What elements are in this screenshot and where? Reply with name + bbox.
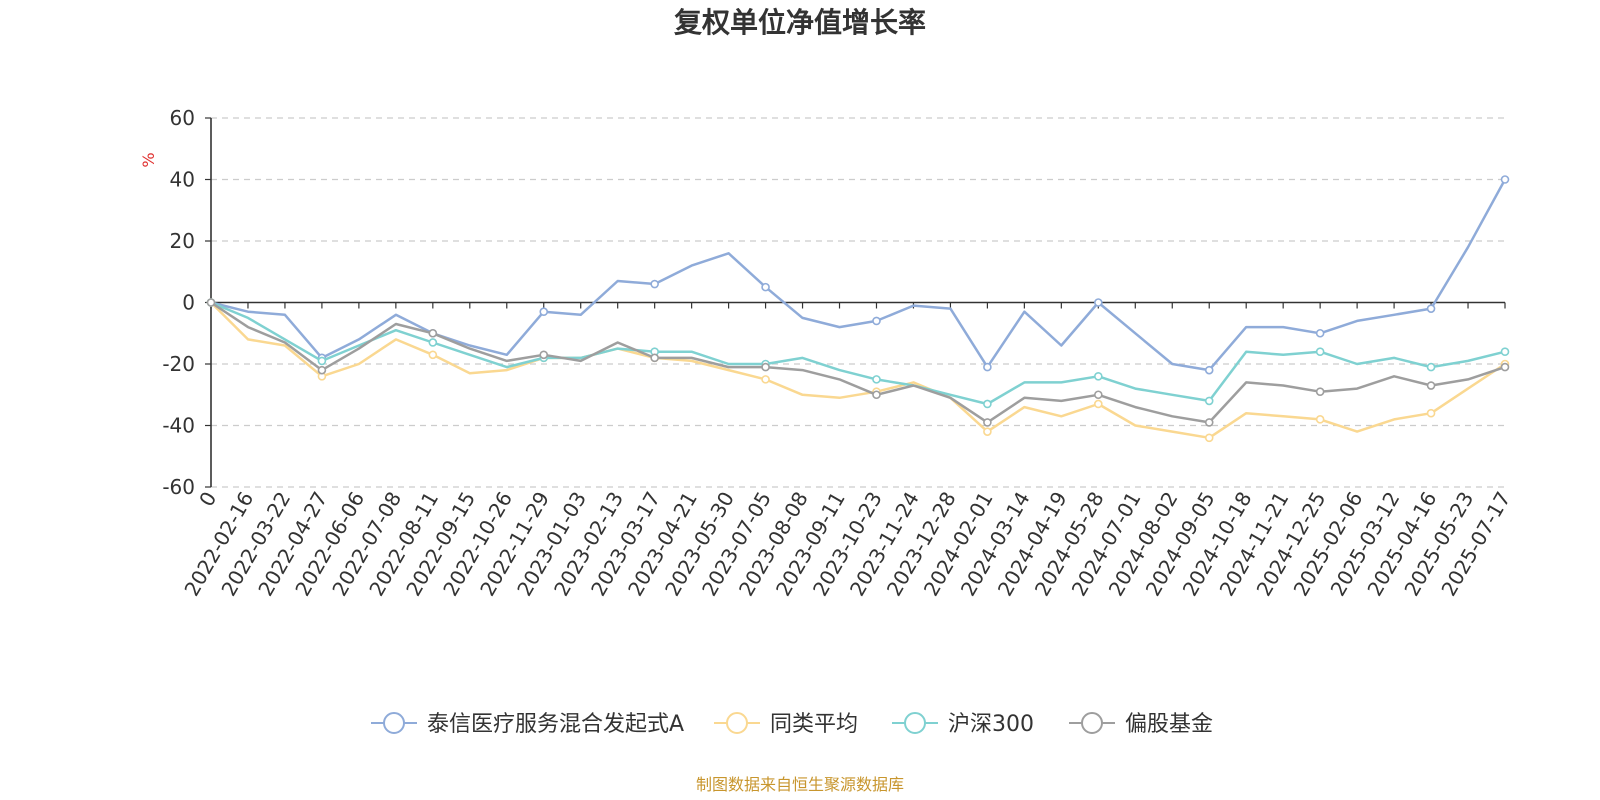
legend-item-1[interactable]: 同类平均 (714, 712, 858, 737)
data-point[interactable] (317, 365, 327, 375)
data-point[interactable] (872, 316, 881, 326)
legend-item-2[interactable]: 沪深300 (892, 712, 1034, 737)
y-tick-label: 0 (182, 291, 195, 315)
series-lines (206, 175, 1510, 443)
data-point[interactable] (1204, 396, 1214, 406)
data-point[interactable] (1094, 298, 1103, 307)
data-point[interactable] (1315, 347, 1325, 357)
data-point[interactable] (983, 362, 992, 372)
y-tick-label: -60 (162, 475, 195, 499)
data-point[interactable] (1204, 365, 1214, 375)
legend-label: 偏股基金 (1125, 712, 1213, 737)
y-tick-label: 20 (170, 229, 195, 253)
data-point[interactable] (1094, 399, 1103, 409)
data-point[interactable] (1426, 408, 1436, 418)
legend-marker (1081, 712, 1103, 734)
axes (205, 117, 1506, 488)
x-tick-labels: 02022-02-162022-03-222022-04-272022-06-0… (179, 488, 1515, 601)
legend-label: 沪深300 (948, 712, 1034, 737)
legend-label: 泰信医疗服务混合发起式A (427, 712, 684, 737)
series-line (210, 178, 1507, 372)
grid-lines (211, 117, 1505, 488)
data-point[interactable] (1426, 362, 1436, 372)
data-point[interactable] (539, 307, 549, 317)
series-1 (206, 298, 1510, 443)
data-point[interactable] (650, 353, 659, 363)
data-point[interactable] (983, 427, 992, 436)
data-point[interactable] (1204, 433, 1214, 443)
y-tick-label: -20 (162, 352, 195, 376)
series-line (210, 301, 1506, 406)
data-point[interactable] (650, 279, 659, 289)
data-point[interactable] (428, 328, 438, 338)
legend-label: 同类平均 (770, 712, 858, 737)
series-line (210, 301, 1506, 424)
y-tick-labels: 60 40 20 0 -20 -40 -60 (162, 106, 195, 499)
data-point[interactable] (1315, 387, 1325, 396)
data-point[interactable] (1315, 328, 1325, 338)
data-point[interactable] (428, 338, 438, 347)
data-point[interactable] (1500, 362, 1510, 372)
data-point[interactable] (761, 282, 770, 292)
legend-item-0[interactable]: 泰信医疗服务混合发起式A (371, 712, 684, 737)
data-point[interactable] (317, 356, 327, 366)
source-note: 制图数据来自恒生聚源数据库 (696, 775, 904, 794)
data-point[interactable] (1426, 304, 1436, 313)
data-point[interactable] (872, 375, 881, 384)
y-tick-label: 60 (170, 106, 195, 130)
chart-title: 复权单位净值增长率 (674, 6, 926, 39)
y-tick-label: 40 (170, 168, 195, 192)
data-point[interactable] (1500, 175, 1510, 184)
data-point[interactable] (761, 362, 770, 372)
data-point[interactable] (983, 418, 992, 427)
y-axis-unit: % (139, 152, 158, 167)
data-point[interactable] (983, 399, 992, 409)
data-point[interactable] (1094, 390, 1103, 400)
legend-marker (726, 712, 748, 734)
legend-marker (383, 712, 405, 734)
y-tick-label: -40 (162, 414, 195, 438)
data-point[interactable] (1500, 347, 1510, 357)
data-point[interactable] (428, 350, 438, 360)
legend-item-3[interactable]: 偏股基金 (1069, 712, 1213, 737)
data-point[interactable] (872, 390, 881, 400)
data-point[interactable] (1426, 381, 1436, 390)
data-point[interactable] (1204, 418, 1214, 427)
legend: 泰信医疗服务混合发起式A 同类平均 沪深300 偏股基金 (371, 712, 1213, 737)
data-point[interactable] (1315, 415, 1325, 424)
series-3 (206, 298, 1510, 427)
series-line (210, 301, 1506, 440)
data-point[interactable] (761, 375, 770, 384)
data-point[interactable] (206, 298, 216, 307)
data-point[interactable] (1094, 371, 1103, 381)
series-0 (206, 175, 1510, 375)
legend-marker (904, 712, 926, 734)
x-tick-label: 0 (194, 488, 221, 511)
data-point[interactable] (539, 350, 549, 360)
